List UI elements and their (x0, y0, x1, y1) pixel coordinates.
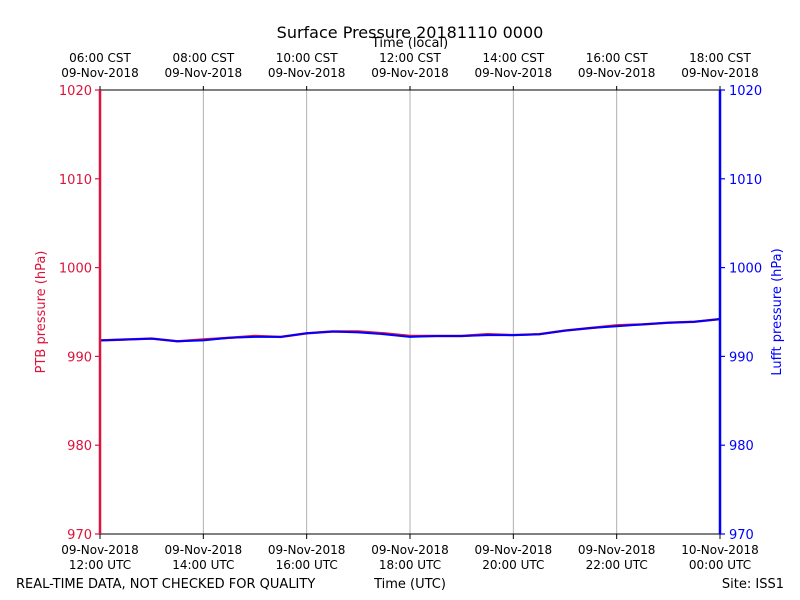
bottom-tick-time: 20:00 UTC (482, 558, 544, 572)
bottom-tick-date: 09-Nov-2018 (371, 543, 449, 557)
bottom-axis-label: Time (UTC) (373, 577, 446, 592)
top-tick-time: 16:00 CST (586, 51, 648, 65)
top-tick-date: 09-Nov-2018 (578, 66, 656, 80)
right-y-axis: 970 980 990 1000 1010 1020 (720, 84, 762, 543)
site-label: Site: ISS1 (722, 577, 784, 592)
bottom-tick-date: 09-Nov-2018 (268, 543, 346, 557)
right-tick-label: 990 (729, 350, 754, 365)
bottom-tick-time: 14:00 UTC (172, 558, 234, 572)
bottom-tick-time: 00:00 UTC (689, 558, 751, 572)
bottom-tick-date: 09-Nov-2018 (578, 543, 656, 557)
bottom-tick-time: 22:00 UTC (586, 558, 648, 572)
left-tick-label: 1020 (59, 84, 92, 99)
bottom-tick-time: 16:00 UTC (276, 558, 338, 572)
bottom-tick-date: 10-Nov-2018 (681, 543, 759, 557)
left-tick-label: 970 (67, 528, 92, 543)
top-axis-label: Time (local) (371, 36, 448, 51)
top-tick-time: 18:00 CST (689, 51, 751, 65)
right-tick-label: 970 (729, 528, 754, 543)
bottom-tick-date: 09-Nov-2018 (475, 543, 553, 557)
top-tick-time: 14:00 CST (482, 51, 544, 65)
top-tick-time: 12:00 CST (379, 51, 441, 65)
bottom-tick-time: 12:00 UTC (69, 558, 131, 572)
right-tick-label: 1000 (729, 262, 762, 277)
left-tick-label: 980 (67, 439, 92, 454)
top-tick-date: 09-Nov-2018 (371, 66, 449, 80)
top-tick-date: 09-Nov-2018 (268, 66, 346, 80)
bottom-tick-date: 09-Nov-2018 (165, 543, 243, 557)
top-tick-date: 09-Nov-2018 (165, 66, 243, 80)
top-tick-date: 09-Nov-2018 (475, 66, 553, 80)
bottom-tick-date: 09-Nov-2018 (61, 543, 139, 557)
left-tick-label: 1000 (59, 262, 92, 277)
top-tick-date: 09-Nov-2018 (61, 66, 139, 80)
left-y-axis: 970 980 990 1000 1010 1020 (59, 84, 100, 543)
top-tick-time: 10:00 CST (276, 51, 338, 65)
bottom-tick-time: 18:00 UTC (379, 558, 441, 572)
chart-title: Surface Pressure 20181110 0000 (277, 23, 544, 42)
series-line-lufft-pressure (99, 318, 721, 343)
series-layer (99, 317, 721, 343)
right-tick-label: 1010 (729, 173, 762, 188)
gridlines (202, 90, 618, 534)
left-tick-label: 1010 (59, 173, 92, 188)
right-tick-label: 980 (729, 439, 754, 454)
top-tick-date: 09-Nov-2018 (681, 66, 759, 80)
top-tick-time: 06:00 CST (69, 51, 131, 65)
right-axis-label: Lufft pressure (hPa) (770, 248, 785, 375)
top-tick-time: 08:00 CST (172, 51, 234, 65)
left-axis-label: PTB pressure (hPa) (34, 251, 49, 374)
left-tick-label: 990 (67, 350, 92, 365)
quality-disclaimer: REAL-TIME DATA, NOT CHECKED FOR QUALITY (16, 577, 315, 592)
right-tick-label: 1020 (729, 84, 762, 99)
